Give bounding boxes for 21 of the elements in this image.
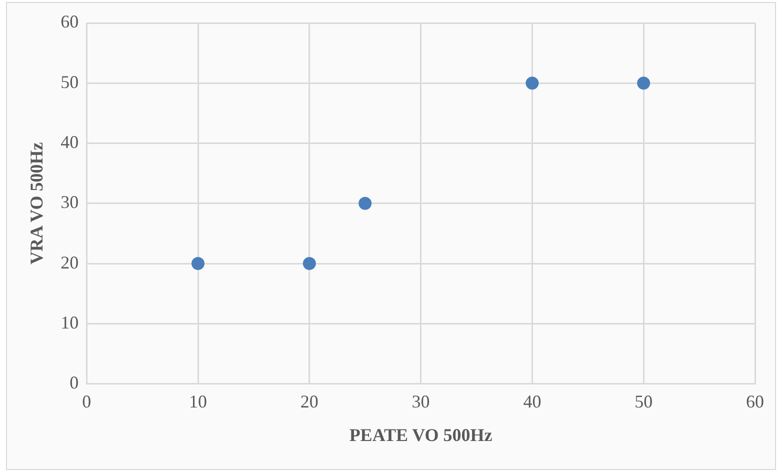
- point: [302, 257, 316, 270]
- point: [358, 196, 372, 210]
- y-tick-label: 60: [60, 12, 79, 32]
- y-tick-label: 0: [70, 372, 79, 393]
- y-tick-label: 20: [60, 252, 79, 272]
- x-tick-label: 10: [189, 391, 207, 412]
- x-tick-label: 40: [523, 391, 542, 412]
- x-tick-label: 0: [82, 391, 92, 412]
- x-tick-label: 50: [634, 391, 653, 412]
- y-tick-label: 30: [60, 192, 79, 212]
- point: [637, 76, 650, 90]
- y-tick-label: 40: [60, 132, 79, 152]
- x-tick-label: 20: [300, 391, 318, 412]
- y-axis-title: VRA VO 500Hz: [26, 142, 46, 265]
- x-tick-label: 60: [746, 391, 764, 412]
- point: [192, 257, 204, 270]
- x-tick-label: 30: [412, 391, 430, 412]
- point: [526, 76, 539, 90]
- y-tick-label: 50: [60, 72, 79, 92]
- x-axis-title: PEATE VO 500Hz: [349, 424, 492, 445]
- y-tick-label: 10: [60, 312, 79, 332]
